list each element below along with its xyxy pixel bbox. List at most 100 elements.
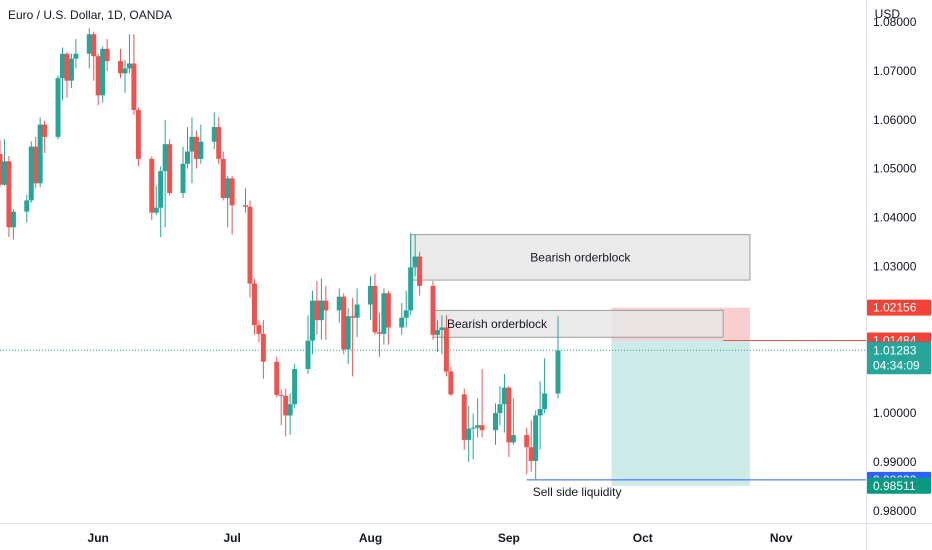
candle-body [323,300,329,311]
candle-body [6,161,12,228]
x-tick-label: Jun [88,531,109,545]
candle-body [95,56,101,96]
candle-body [68,58,74,81]
candle-body [229,178,235,206]
candle-body [86,34,92,54]
candle-body [167,144,173,194]
candle-body [126,63,132,69]
candle-body [24,200,30,212]
candle-body [104,48,110,62]
orderblock-label: Bearish orderblock [530,250,631,264]
candle-body [292,369,298,405]
candle-body [501,387,507,405]
candle-body [274,361,280,395]
candle-body [372,285,378,333]
y-tick-label: 1.05000 [873,162,917,176]
candle-body [33,146,39,184]
candle-body [189,136,195,152]
candle-body [55,78,61,137]
candle-body [283,395,289,416]
candle-body [216,127,222,159]
candle-body [314,300,320,321]
candle-body [461,394,467,440]
candle-body [37,124,43,184]
candle-body [309,300,315,341]
chart-title: Euro / U.S. Dollar, 1D, OANDA [8,8,173,22]
candle-body [287,404,293,416]
x-tick-label: Jul [223,531,240,545]
price-label-value: 1.02156 [873,301,917,315]
candle-body [466,428,472,440]
sell-side-liquidity-label: Sell side liquidity [533,485,622,499]
candle-body [64,53,70,81]
candle-body [184,151,190,164]
candle-body [162,144,168,172]
currency-label: USD [874,7,900,21]
candle-body [381,293,387,334]
candle-body [243,205,249,207]
candle-body [0,153,3,185]
candle-body [251,283,257,326]
price-label-value: 0.98511 [873,479,916,493]
candle-body [198,141,204,159]
x-tick-label: Aug [359,531,382,545]
candle-body [533,415,539,461]
y-tick-label: 0.99000 [873,455,917,469]
candle-body [399,317,405,328]
candle-body [506,387,512,443]
candle-body [149,158,155,213]
candle-body [555,350,561,394]
x-tick-label: Sep [498,531,520,545]
y-tick-label: 1.03000 [873,259,917,273]
candle-body [59,53,65,79]
candle-body [524,435,530,448]
candle-body [153,207,159,213]
candle-body [247,206,253,284]
price-label-tag [867,342,931,375]
candle-body [42,124,48,137]
candle-body [528,447,534,461]
candle-body [305,340,311,370]
candle-body [220,158,226,198]
candle-body [91,34,97,57]
candle-body [73,53,79,59]
y-tick-label: 1.06000 [873,113,917,127]
candle-body [158,171,164,208]
candle-body [100,48,106,96]
candle-body [135,109,141,159]
y-tick-label: 1.04000 [873,211,917,225]
candle-body [434,329,440,335]
price-label-value: 1.01283 [873,343,917,357]
orderblock-label: Bearish orderblock [447,317,548,331]
candle-body [430,285,436,335]
orderblock-box [410,234,751,281]
candle-body [193,136,199,159]
candle-body [225,178,231,198]
candle-body [412,256,418,268]
candle-body [542,393,548,410]
candle-body [10,211,16,228]
candle-body [336,296,342,311]
x-tick-label: Oct [633,531,653,545]
y-tick-label: 0.98000 [873,504,917,518]
candle-body [497,404,503,414]
candle-body [341,296,347,350]
candle-body [443,327,449,372]
candle-body [510,435,516,443]
candle-body [470,427,476,429]
candle-body [492,413,498,431]
candle-body [256,325,262,334]
y-tick-label: 1.08000 [873,15,917,29]
candle-body [278,394,284,396]
candle-body [318,300,324,321]
candle-body [122,68,128,74]
price-label-tag [867,299,931,316]
candle-body [537,409,543,416]
x-tick-label: Nov [770,531,793,545]
candle-body [376,332,382,334]
candle-body [28,146,34,201]
candle-body [180,163,186,194]
bar-countdown: 04:34:09 [873,358,920,372]
candle-body [439,327,445,330]
